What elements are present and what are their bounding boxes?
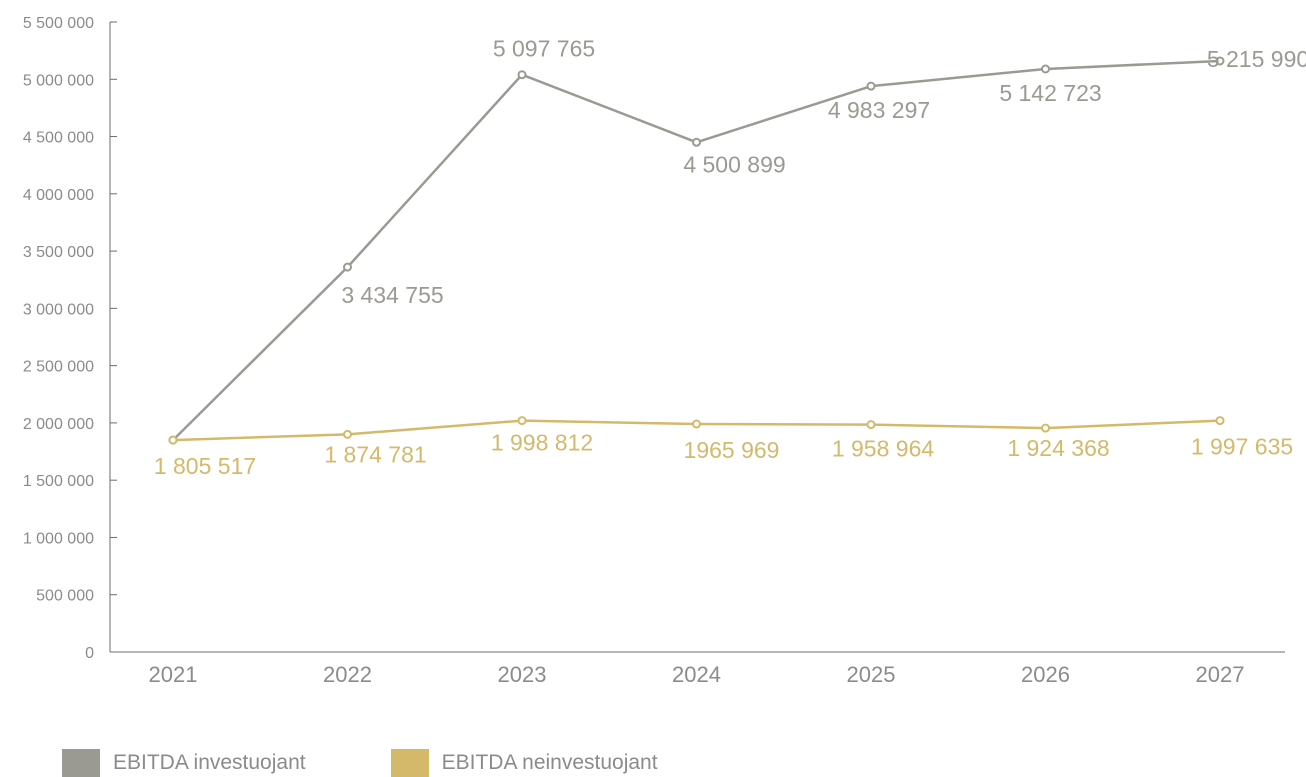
data-point xyxy=(517,70,527,80)
legend-swatch-neinvestuojant xyxy=(390,749,429,777)
y-tick-label: 500 000 xyxy=(36,588,94,605)
y-tick-label: 1 000 000 xyxy=(23,530,94,547)
x-tick-label: 2023 xyxy=(498,662,547,687)
data-label: 1 998 812 xyxy=(491,430,593,456)
data-point xyxy=(517,416,527,426)
y-tick-label: 3 000 000 xyxy=(23,301,94,318)
data-label: 4 500 899 xyxy=(683,151,785,177)
y-tick-label: 2 000 000 xyxy=(23,416,94,433)
y-tick-label: 1 500 000 xyxy=(23,473,94,490)
data-point xyxy=(692,419,701,429)
data-label: 1 958 964 xyxy=(832,436,935,462)
legend: EBITDA investuojant EBITDA neinvestuojan… xyxy=(62,749,743,777)
data-point xyxy=(1041,64,1050,74)
data-label: 1 924 368 xyxy=(1007,435,1109,461)
data-point xyxy=(866,420,876,430)
y-tick-label: 0 xyxy=(85,645,94,662)
data-label: 5 142 723 xyxy=(999,80,1101,106)
data-label: 1 805 517 xyxy=(154,453,256,479)
legend-item-neinvestuojant: EBITDA neinvestuojant xyxy=(390,749,658,777)
x-tick-label: 2025 xyxy=(847,662,896,687)
y-tick-label: 3 500 000 xyxy=(23,244,94,261)
data-label: 5 097 765 xyxy=(493,36,595,62)
series-line-0 xyxy=(172,59,1221,441)
y-tick-label: 2 500 000 xyxy=(23,359,94,376)
legend-label-neinvestuojant: EBITDA neinvestuojant xyxy=(441,751,658,774)
x-tick-label: 2027 xyxy=(1196,662,1245,687)
y-tick-label: 4 000 000 xyxy=(23,187,94,204)
data-point xyxy=(343,429,352,439)
y-tick-label: 5 000 000 xyxy=(23,72,94,89)
x-axis: 2021 2022 2023 2024 2025 2026 2027 xyxy=(110,651,1285,687)
x-tick-label: 2022 xyxy=(323,662,372,687)
data-label: 1 874 781 xyxy=(324,441,426,467)
data-label: 5 215 990 xyxy=(1207,46,1306,72)
line-chart: 0 500 000 1 000 000 1 500 000 2 000 000 2 500… xyxy=(23,15,1306,687)
data-label: 1 997 635 xyxy=(1191,434,1293,460)
data-point xyxy=(1215,416,1225,426)
y-tick-label: 4 500 000 xyxy=(23,130,94,147)
data-label: 1965 969 xyxy=(684,437,780,463)
data-point xyxy=(168,435,178,445)
legend-item-investuojant: EBITDA investuojant xyxy=(62,749,306,777)
data-point xyxy=(692,137,701,147)
data-label: 4 983 297 xyxy=(828,97,930,123)
y-axis: 0 500 000 1 000 000 1 500 000 2 000 000 2 500… xyxy=(23,15,117,662)
series-layer xyxy=(168,56,1225,445)
data-point xyxy=(866,81,876,91)
x-tick-label: 2021 xyxy=(149,662,198,687)
data-label-layer: 3 434 755 5 097 765 4 500 899 4 983 297 5 14… xyxy=(154,36,1306,479)
data-point xyxy=(1041,423,1050,433)
x-tick-label: 2024 xyxy=(672,662,721,687)
y-tick-label: 5 500 000 xyxy=(23,15,94,32)
data-point xyxy=(1215,56,1225,66)
data-point xyxy=(343,262,352,272)
legend-swatch-investuojant xyxy=(62,749,100,777)
x-tick-label: 2026 xyxy=(1021,662,1070,687)
legend-label-investuojant: EBITDA investuojant xyxy=(113,751,306,774)
data-label: 3 434 755 xyxy=(341,282,443,308)
